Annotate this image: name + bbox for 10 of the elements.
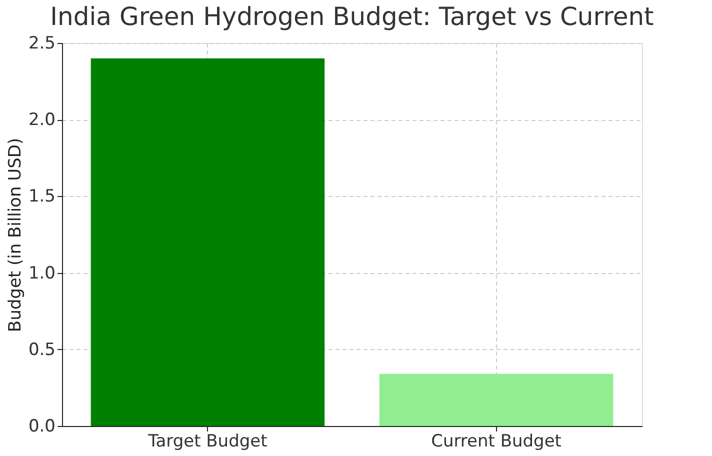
y-tick-label: 1.0 [28, 263, 56, 284]
y-tick-label: 1.5 [28, 186, 56, 207]
x-tick-label: Target Budget [147, 432, 268, 452]
y-axis-title: Budget (in Billion USD) [5, 138, 26, 332]
x-tick-label: Current Budget [431, 432, 562, 452]
chart-title: India Green Hydrogen Budget: Target vs Current [50, 2, 654, 31]
y-tick-label: 2.0 [28, 110, 56, 130]
y-tick-label: 0.5 [28, 340, 56, 360]
y-tick-label: 2.5 [28, 34, 56, 54]
y-tick-label: 0.0 [28, 416, 56, 436]
